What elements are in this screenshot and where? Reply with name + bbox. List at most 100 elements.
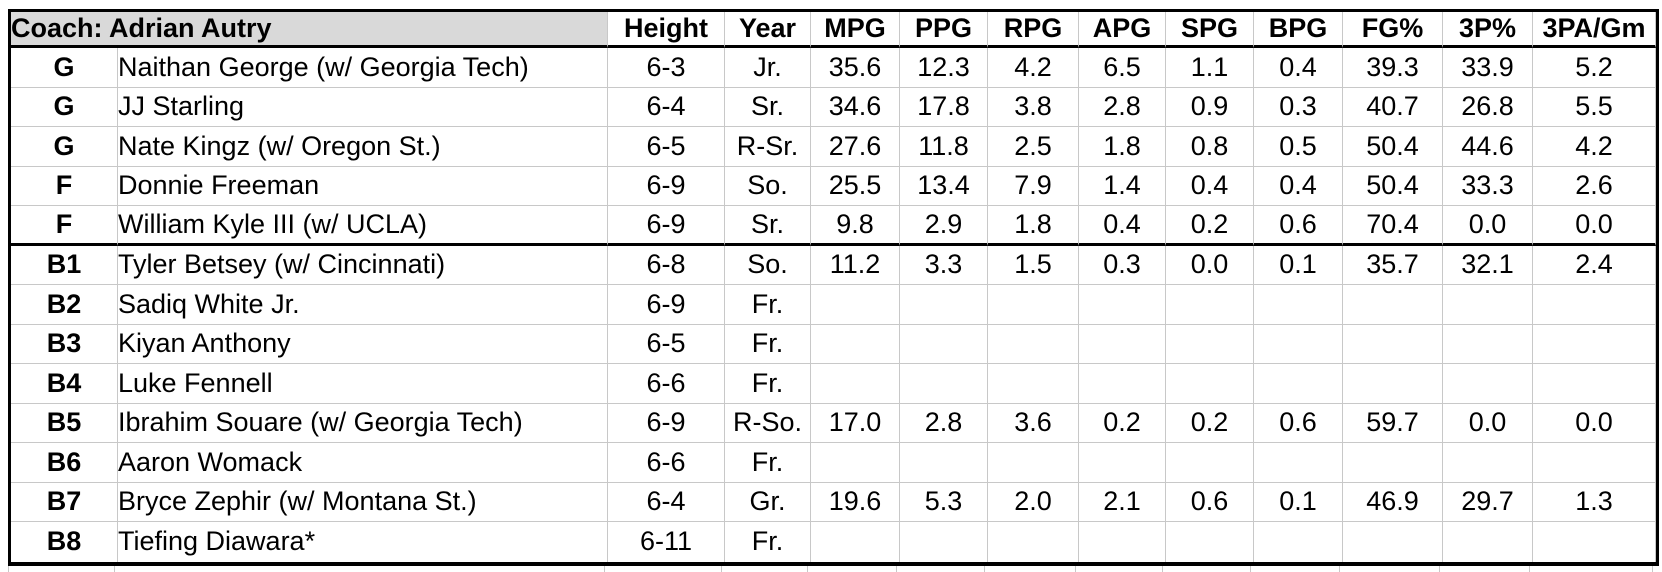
stat-cell[interactable]: 0.0: [1443, 403, 1533, 443]
stat-cell[interactable]: 6-8: [608, 245, 725, 285]
stat-cell[interactable]: [900, 324, 988, 364]
stat-cell[interactable]: 5.3: [900, 482, 988, 522]
position-cell[interactable]: F: [11, 206, 118, 246]
stat-cell[interactable]: 0.9: [1166, 87, 1254, 127]
stat-cell[interactable]: R-Sr.: [725, 127, 811, 167]
column-header-3p-[interactable]: 3P%: [1443, 12, 1533, 48]
stat-cell[interactable]: [1343, 324, 1443, 364]
stat-cell[interactable]: 2.6: [1533, 166, 1656, 206]
column-header-year[interactable]: Year: [725, 12, 811, 48]
position-cell[interactable]: B5: [11, 403, 118, 443]
stat-cell[interactable]: [1166, 443, 1254, 483]
stat-cell[interactable]: [1254, 364, 1343, 404]
stat-cell[interactable]: [1443, 364, 1533, 404]
stat-cell[interactable]: 2.5: [988, 127, 1079, 167]
stat-cell[interactable]: 17.0: [811, 403, 900, 443]
stat-cell[interactable]: 1.8: [988, 206, 1079, 246]
stat-cell[interactable]: 0.0: [1443, 206, 1533, 246]
stat-cell[interactable]: [811, 285, 900, 325]
stat-cell[interactable]: [1254, 285, 1343, 325]
player-name-cell[interactable]: Bryce Zephir (w/ Montana St.): [118, 482, 608, 522]
stat-cell[interactable]: [1254, 324, 1343, 364]
stat-cell[interactable]: 2.0: [988, 482, 1079, 522]
stat-cell[interactable]: [900, 522, 988, 562]
stat-cell[interactable]: So.: [725, 245, 811, 285]
player-name-cell[interactable]: Kiyan Anthony: [118, 324, 608, 364]
stat-cell[interactable]: 0.4: [1254, 166, 1343, 206]
stat-cell[interactable]: 1.5: [988, 245, 1079, 285]
stat-cell[interactable]: 0.3: [1254, 87, 1343, 127]
stat-cell[interactable]: [1443, 324, 1533, 364]
stat-cell[interactable]: [900, 285, 988, 325]
stat-cell[interactable]: 6-9: [608, 403, 725, 443]
column-header-apg[interactable]: APG: [1079, 12, 1166, 48]
stat-cell[interactable]: [1079, 522, 1166, 562]
position-cell[interactable]: B2: [11, 285, 118, 325]
stat-cell[interactable]: [1166, 285, 1254, 325]
stat-cell[interactable]: [1079, 285, 1166, 325]
stat-cell[interactable]: 0.1: [1254, 482, 1343, 522]
stat-cell[interactable]: [1443, 443, 1533, 483]
stat-cell[interactable]: 11.2: [811, 245, 900, 285]
stat-cell[interactable]: 2.8: [1079, 87, 1166, 127]
stat-cell[interactable]: [811, 364, 900, 404]
stat-cell[interactable]: 1.1: [1166, 48, 1254, 88]
stat-cell[interactable]: 13.4: [900, 166, 988, 206]
stat-cell[interactable]: [1079, 324, 1166, 364]
player-name-cell[interactable]: Donnie Freeman: [118, 166, 608, 206]
column-header-3pa-gm[interactable]: 3PA/Gm: [1533, 12, 1656, 48]
player-name-cell[interactable]: Sadiq White Jr.: [118, 285, 608, 325]
stat-cell[interactable]: 0.4: [1166, 166, 1254, 206]
stat-cell[interactable]: So.: [725, 166, 811, 206]
stat-cell[interactable]: [1533, 522, 1656, 562]
stat-cell[interactable]: 6-9: [608, 285, 725, 325]
coach-header-cell[interactable]: Coach: Adrian Autry: [11, 12, 608, 48]
stat-cell[interactable]: 25.5: [811, 166, 900, 206]
column-header-bpg[interactable]: BPG: [1254, 12, 1343, 48]
stat-cell[interactable]: 19.6: [811, 482, 900, 522]
stat-cell[interactable]: 40.7: [1343, 87, 1443, 127]
stat-cell[interactable]: [1443, 285, 1533, 325]
stat-cell[interactable]: 6-4: [608, 482, 725, 522]
stat-cell[interactable]: 6-9: [608, 206, 725, 246]
stat-cell[interactable]: [1343, 443, 1443, 483]
column-header-mpg[interactable]: MPG: [811, 12, 900, 48]
stat-cell[interactable]: 1.8: [1079, 127, 1166, 167]
stat-cell[interactable]: 17.8: [900, 87, 988, 127]
stat-cell[interactable]: 35.7: [1343, 245, 1443, 285]
stat-cell[interactable]: 46.9: [1343, 482, 1443, 522]
stat-cell[interactable]: 59.7: [1343, 403, 1443, 443]
stat-cell[interactable]: 0.2: [1166, 206, 1254, 246]
stat-cell[interactable]: [1166, 364, 1254, 404]
position-cell[interactable]: B7: [11, 482, 118, 522]
stat-cell[interactable]: 0.6: [1254, 403, 1343, 443]
stat-cell[interactable]: 0.8: [1166, 127, 1254, 167]
stat-cell[interactable]: 6-3: [608, 48, 725, 88]
stat-cell[interactable]: Sr.: [725, 206, 811, 246]
stat-cell[interactable]: 6-6: [608, 364, 725, 404]
stat-cell[interactable]: Fr.: [725, 443, 811, 483]
player-name-cell[interactable]: Nate Kingz (w/ Oregon St.): [118, 127, 608, 167]
stat-cell[interactable]: 0.2: [1166, 403, 1254, 443]
stat-cell[interactable]: [988, 364, 1079, 404]
stat-cell[interactable]: 6-5: [608, 324, 725, 364]
player-name-cell[interactable]: Aaron Womack: [118, 443, 608, 483]
player-name-cell[interactable]: Tiefing Diawara*: [118, 522, 608, 562]
position-cell[interactable]: G: [11, 87, 118, 127]
player-name-cell[interactable]: Tyler Betsey (w/ Cincinnati): [118, 245, 608, 285]
stat-cell[interactable]: [1533, 443, 1656, 483]
column-header-rpg[interactable]: RPG: [988, 12, 1079, 48]
stat-cell[interactable]: Sr.: [725, 87, 811, 127]
player-name-cell[interactable]: Luke Fennell: [118, 364, 608, 404]
stat-cell[interactable]: Fr.: [725, 522, 811, 562]
stat-cell[interactable]: 0.0: [1533, 206, 1656, 246]
stat-cell[interactable]: 2.4: [1533, 245, 1656, 285]
stat-cell[interactable]: 34.6: [811, 87, 900, 127]
position-cell[interactable]: B4: [11, 364, 118, 404]
stat-cell[interactable]: 6-5: [608, 127, 725, 167]
stat-cell[interactable]: 0.1: [1254, 245, 1343, 285]
position-cell[interactable]: B3: [11, 324, 118, 364]
stat-cell[interactable]: Jr.: [725, 48, 811, 88]
column-header-ppg[interactable]: PPG: [900, 12, 988, 48]
stat-cell[interactable]: 1.3: [1533, 482, 1656, 522]
